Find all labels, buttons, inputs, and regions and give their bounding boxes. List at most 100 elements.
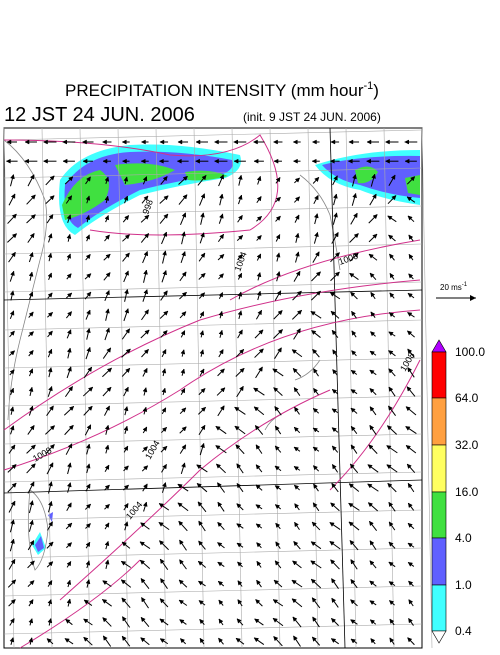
wind-head (219, 254, 225, 260)
wind-head (368, 253, 374, 259)
title-exp: -1 (364, 80, 374, 92)
wind-head (370, 638, 376, 644)
wind-head (124, 215, 130, 221)
wind-head (408, 599, 414, 605)
wind-head (85, 578, 91, 585)
wind-head (217, 580, 224, 586)
wind-head (180, 349, 186, 355)
wind-head (370, 291, 376, 298)
grid-line (3, 471, 423, 483)
wind-head (256, 579, 261, 586)
wind-head (10, 538, 15, 544)
wind-head (142, 426, 148, 432)
wind-head (140, 158, 146, 164)
wind-head (161, 387, 167, 393)
wind-head (255, 599, 261, 605)
wind-head (217, 561, 223, 567)
wind-head (104, 464, 110, 470)
wind-head (121, 139, 127, 145)
wind-head (407, 637, 413, 643)
title-close: ) (373, 81, 379, 100)
wind-head (237, 194, 243, 200)
wind-head (86, 291, 92, 297)
wind-head (162, 231, 168, 237)
wind-head (217, 542, 223, 548)
wind-head (330, 559, 336, 565)
wind-head (105, 272, 111, 278)
wind-head (144, 233, 150, 239)
wind-head (407, 215, 413, 221)
wind-head (85, 523, 91, 529)
wind-head (236, 503, 242, 509)
wind-head (331, 408, 337, 414)
wind-head (159, 638, 166, 644)
wind-head (330, 617, 337, 624)
wind-head (121, 635, 127, 641)
wind-head (272, 599, 279, 604)
wind-head (372, 193, 377, 199)
wind-head (219, 368, 225, 374)
wind-head (256, 235, 262, 241)
wind-head (352, 173, 357, 180)
grid-line (3, 129, 423, 141)
wind-head (369, 619, 376, 625)
wind-head (10, 173, 15, 180)
wind-head (407, 482, 413, 489)
wind-head (272, 139, 278, 145)
wind-head (407, 367, 413, 373)
wind-head (86, 273, 92, 279)
wind-head (329, 541, 335, 546)
wind-head (62, 158, 68, 164)
wind-head (66, 253, 71, 259)
wind-head (331, 482, 337, 489)
wind-head (254, 618, 260, 624)
wind-head (351, 310, 356, 317)
wind-head (121, 541, 127, 547)
wind-head (237, 599, 243, 605)
wind-head (181, 426, 187, 432)
wind-head (49, 405, 54, 411)
grid-line (3, 167, 423, 179)
wind-head (215, 463, 222, 469)
wind-head (253, 406, 259, 412)
wind-head (66, 542, 73, 548)
colorbar-label: 1.0 (455, 578, 472, 592)
precip-heavy (62, 163, 420, 220)
wind-head (144, 214, 150, 220)
wind-head (10, 519, 15, 525)
wind-head (275, 270, 281, 277)
wind-head (122, 616, 127, 622)
wind-head (350, 619, 356, 625)
wind-head (388, 405, 393, 411)
wind-head (237, 174, 243, 180)
isobar-label: 998 (140, 198, 155, 216)
wind-head (143, 465, 149, 471)
wind-head (143, 288, 148, 295)
wind-head (236, 618, 242, 624)
wind-head (294, 503, 300, 509)
wind-head (28, 311, 34, 317)
wind-head (200, 292, 206, 298)
wind-head (410, 176, 416, 182)
wind-head (9, 369, 15, 375)
wind-head (159, 598, 165, 604)
wind-head (48, 541, 54, 547)
wind-head (200, 406, 207, 412)
wind-head (11, 482, 17, 488)
wind-head (277, 310, 283, 316)
wind-head (367, 464, 373, 470)
wind-head (312, 348, 318, 355)
wind-head (388, 600, 395, 606)
wind-head (86, 346, 91, 353)
wind-head (406, 330, 413, 336)
wind-head (386, 425, 393, 431)
wind-head (236, 542, 242, 548)
colorbar-top (431, 339, 447, 353)
wind-head (334, 271, 340, 277)
wind-head (66, 347, 72, 353)
wind-head (314, 176, 320, 183)
wind-head (48, 521, 53, 527)
wind-head (235, 637, 241, 643)
major-grid (3, 127, 423, 649)
wind-head (200, 272, 206, 279)
